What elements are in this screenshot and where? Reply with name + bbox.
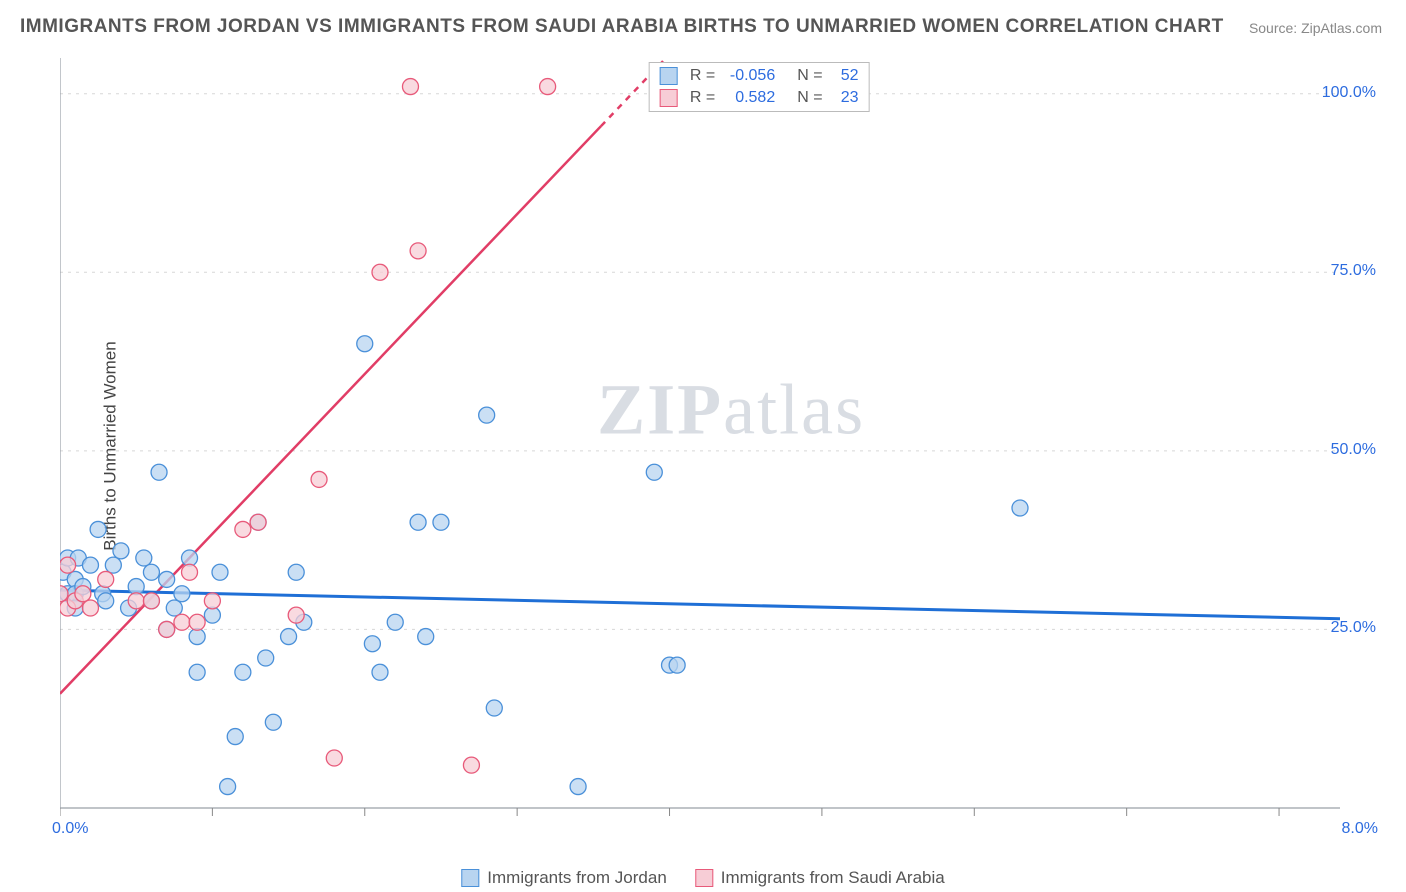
- swatch-saudi: [695, 869, 713, 887]
- stats-row-jordan: R = -0.056 N = 52: [650, 65, 869, 87]
- watermark: ZIPatlas: [597, 369, 865, 452]
- bottom-legend: Immigrants from Jordan Immigrants from S…: [461, 868, 944, 888]
- swatch-jordan: [461, 869, 479, 887]
- y-axis-label-50: 50.0%: [1331, 441, 1376, 459]
- swatch-jordan: [660, 67, 678, 85]
- r-label: R =: [690, 89, 715, 107]
- legend-item-jordan: Immigrants from Jordan: [461, 868, 667, 888]
- watermark-light: atlas: [723, 370, 865, 450]
- stats-row-saudi: R = 0.582 N = 23: [650, 87, 869, 109]
- stats-legend-box: R = -0.056 N = 52 R = 0.582 N = 23: [649, 62, 870, 112]
- r-value-saudi: 0.582: [723, 89, 775, 107]
- y-axis-label-25: 25.0%: [1331, 619, 1376, 637]
- swatch-saudi: [660, 89, 678, 107]
- legend-label-saudi: Immigrants from Saudi Arabia: [721, 868, 945, 888]
- y-axis-label-100: 100.0%: [1322, 84, 1376, 102]
- n-value-jordan: 52: [831, 67, 859, 85]
- x-axis-label-min: 0.0%: [52, 820, 88, 838]
- legend-item-saudi: Immigrants from Saudi Arabia: [695, 868, 945, 888]
- y-axis-label-75: 75.0%: [1331, 262, 1376, 280]
- legend-label-jordan: Immigrants from Jordan: [487, 868, 667, 888]
- r-label: R =: [690, 67, 715, 85]
- n-label: N =: [797, 89, 822, 107]
- n-value-saudi: 23: [831, 89, 859, 107]
- x-axis-label-max: 8.0%: [1342, 820, 1378, 838]
- chart-title: IMMIGRANTS FROM JORDAN VS IMMIGRANTS FRO…: [20, 16, 1224, 38]
- watermark-bold: ZIP: [597, 370, 723, 450]
- n-label: N =: [797, 67, 822, 85]
- r-value-jordan: -0.056: [723, 67, 775, 85]
- source-attribution: Source: ZipAtlas.com: [1249, 20, 1382, 36]
